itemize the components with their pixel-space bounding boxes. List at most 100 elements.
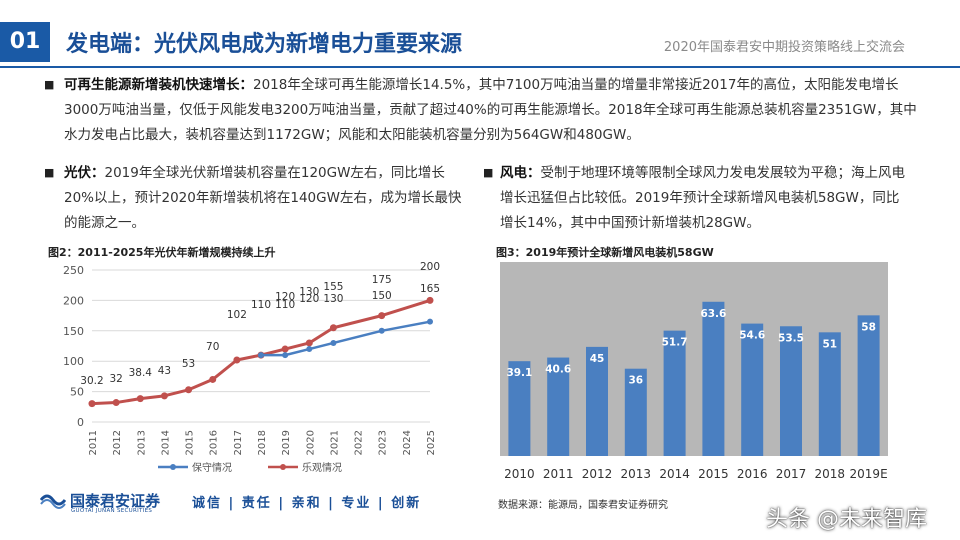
x-tick-label: 2012 xyxy=(582,467,613,481)
figure-2-caption: 图2：2011-2025年光伏年新增规模持续上升 xyxy=(48,246,276,259)
data-point xyxy=(378,312,386,320)
data-point xyxy=(209,375,217,383)
data-point xyxy=(185,386,193,394)
data-point xyxy=(233,356,241,364)
bar xyxy=(547,357,570,456)
figure-3-caption: 图3：2019年预计全球新增风电装机58GW xyxy=(496,246,714,259)
data-point xyxy=(88,400,96,408)
x-tick-label: 2016 xyxy=(737,467,768,481)
bar-value-label: 45 xyxy=(590,353,605,365)
data-point xyxy=(378,327,385,334)
bar-value-label: 36 xyxy=(628,375,643,387)
data-source: 数据来源：能源局，国泰君安证券研究 xyxy=(498,500,668,511)
data-label: 130 xyxy=(323,293,343,305)
bullet-icon: ■ xyxy=(44,78,55,91)
data-label: 155 xyxy=(323,281,343,293)
data-point xyxy=(329,324,337,332)
bar xyxy=(818,332,841,456)
x-tick-label: 2010 xyxy=(504,467,535,481)
x-tick-label: 2025 xyxy=(426,430,437,455)
x-tick-label: 2019E xyxy=(850,467,888,481)
bar-value-label: 39.1 xyxy=(506,367,532,379)
x-tick-label: 2014 xyxy=(659,467,690,481)
event-title: 2020年国泰君安中期投资策略线上交流会 xyxy=(663,40,905,55)
paragraph-heading: 光伏： xyxy=(64,165,105,181)
paragraph-heading: 可再生能源新增装机快速增长： xyxy=(64,77,253,93)
wind-bar-chart: 39.1 2010 40.6 2011 45 2012 36 2013 51.7 2014 63.6… xyxy=(500,262,888,481)
watermark: 头条 @未来智库 xyxy=(766,507,927,532)
y-tick-label: 0 xyxy=(77,416,84,429)
company-logo-english: GUOTAI JUNAN SECURITIES xyxy=(71,508,153,514)
data-point xyxy=(258,352,264,359)
company-slogan: 诚信 | 责任 | 亲和 | 专业 | 创新 xyxy=(192,496,422,511)
paragraph-heading: 风电： xyxy=(500,165,541,181)
legend-label: 乐观情况 xyxy=(302,461,342,474)
bar-value-label: 51 xyxy=(822,338,837,350)
bar xyxy=(702,301,725,456)
paragraph-solar: 光伏：2019年全球光伏新增装机容量在120GW左右，同比增长20%以上，预计2… xyxy=(64,161,466,236)
data-label: 165 xyxy=(420,283,440,295)
data-label: 175 xyxy=(372,274,392,286)
bar xyxy=(586,346,608,456)
data-label: 150 xyxy=(372,290,392,302)
data-label: 38.4 xyxy=(129,367,153,379)
data-point xyxy=(282,352,289,359)
series-line xyxy=(261,320,431,357)
data-label: 53 xyxy=(182,358,195,370)
x-tick-label: 2024 xyxy=(402,430,413,455)
bullet-icon: ■ xyxy=(483,166,494,179)
x-tick-label: 2014 xyxy=(160,430,171,455)
solar-line-chart: 0 50 100 150 200 250 2011 2012 2013 2014 2015 2016 2… xyxy=(40,262,440,484)
company-logo-icon xyxy=(40,494,66,509)
bar xyxy=(508,361,531,456)
bar-value-label: 51.7 xyxy=(662,337,688,349)
y-tick-label: 150 xyxy=(63,325,84,338)
x-tick-label: 2018 xyxy=(257,430,268,455)
paragraph-body: 2019年全球光伏新增装机容量在120GW左右，同比增长20%以上，预计2020… xyxy=(64,165,462,231)
bar-value-label: 58 xyxy=(861,321,876,333)
data-point xyxy=(305,339,313,347)
page-title: 发电端：光伏风电成为新增电力重要来源 xyxy=(66,32,463,57)
y-tick-label: 250 xyxy=(63,264,84,277)
company-logo-text: 国泰君安证券 xyxy=(70,492,161,510)
data-point xyxy=(427,318,433,325)
x-tick-label: 2021 xyxy=(329,430,340,455)
x-tick-label: 2013 xyxy=(621,467,652,481)
data-label: 102 xyxy=(227,309,247,321)
data-label: 32 xyxy=(109,373,122,385)
data-label: 120 xyxy=(275,291,295,303)
data-label: 120 xyxy=(299,293,319,305)
data-point xyxy=(160,392,168,400)
legend-marker xyxy=(280,464,286,470)
header-divider xyxy=(0,66,960,68)
bar-value-label: 53.5 xyxy=(778,332,804,344)
x-tick-label: 2018 xyxy=(815,467,846,481)
x-tick-label: 2023 xyxy=(378,430,389,455)
data-label: 30.2 xyxy=(80,375,103,387)
y-tick-label: 50 xyxy=(70,386,84,399)
bar xyxy=(741,323,764,456)
paragraph-wind: 风电：受制于地理环境等限制全球风力发电发展较为平稳；海上风电增长迅猛但占比较低。… xyxy=(500,161,910,236)
bar xyxy=(624,368,647,456)
data-point xyxy=(112,399,120,407)
x-tick-label: 2017 xyxy=(233,430,244,455)
x-tick-label: 2019 xyxy=(281,430,292,455)
y-tick-label: 100 xyxy=(63,355,84,368)
data-label: 70 xyxy=(206,341,219,353)
paragraph-body: 2018年全球可再生能源增长14.5%，其中7100万吨油当量的增量非常接近20… xyxy=(64,77,917,143)
section-number-badge: 01 xyxy=(0,22,50,62)
x-tick-label: 2017 xyxy=(776,467,807,481)
data-label: 110 xyxy=(275,299,295,311)
x-tick-label: 2016 xyxy=(209,430,220,455)
data-label: 130 xyxy=(299,286,319,298)
legend-label: 保守情况 xyxy=(192,461,232,474)
y-tick-label: 200 xyxy=(63,294,84,307)
paragraph-renewables: 可再生能源新增装机快速增长：2018年全球可再生能源增长14.5%，其中7100… xyxy=(64,73,930,148)
data-point xyxy=(281,345,289,353)
data-label: 110 xyxy=(251,299,271,311)
bar xyxy=(663,330,686,456)
x-tick-label: 2015 xyxy=(698,467,729,481)
bar-value-label: 40.6 xyxy=(545,364,571,376)
data-label: 43 xyxy=(158,365,171,377)
legend-marker xyxy=(170,464,176,470)
